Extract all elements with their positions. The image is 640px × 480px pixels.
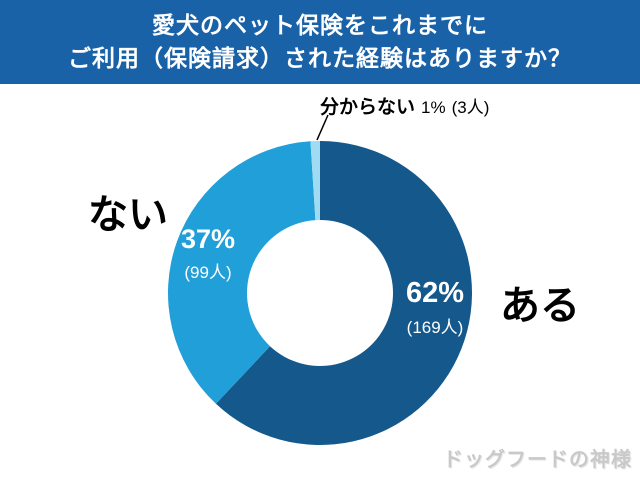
donut-slice-ある bbox=[215, 141, 473, 445]
label-aru: ある bbox=[500, 284, 580, 328]
slice-value-aru-count: (169人) bbox=[406, 318, 464, 337]
slice-value-nai-pct: 37% bbox=[180, 224, 236, 254]
donut-slice-ない bbox=[168, 141, 316, 404]
annotation-wakaranai-label: 分からない bbox=[320, 97, 416, 118]
slice-value-nai: 37% (99人) bbox=[158, 224, 258, 283]
annotation-wakaranai-pct: 1% bbox=[421, 98, 446, 117]
label-nai: ない bbox=[88, 193, 168, 237]
chart-title-banner: 愛犬のペット保険をこれまでに ご利用（保険請求）された経験はありますか？ bbox=[0, 0, 640, 84]
donut-slice-分からない bbox=[310, 141, 320, 221]
annotation-wakaranai: 分からない 1% (3人) bbox=[320, 92, 489, 119]
donut-chart: 分からない 1% (3人) ない ある 37% (99人) 62% (169人)… bbox=[0, 84, 640, 480]
slice-value-nai-count: (99人) bbox=[184, 263, 232, 282]
slice-value-aru: 62% (169人) bbox=[383, 277, 487, 338]
watermark-logo: ドッグフードの神様 bbox=[443, 449, 632, 471]
annotation-wakaranai-count: (3人) bbox=[451, 98, 490, 117]
title-line-1: 愛犬のペット保険をこれまでに bbox=[152, 12, 488, 39]
donut-chart-svg bbox=[168, 114, 473, 445]
slice-value-aru-pct: 62% bbox=[405, 277, 465, 309]
title-line-2: ご利用（保険請求）された経験はありますか？ bbox=[68, 45, 572, 71]
leader-line bbox=[316, 114, 329, 141]
